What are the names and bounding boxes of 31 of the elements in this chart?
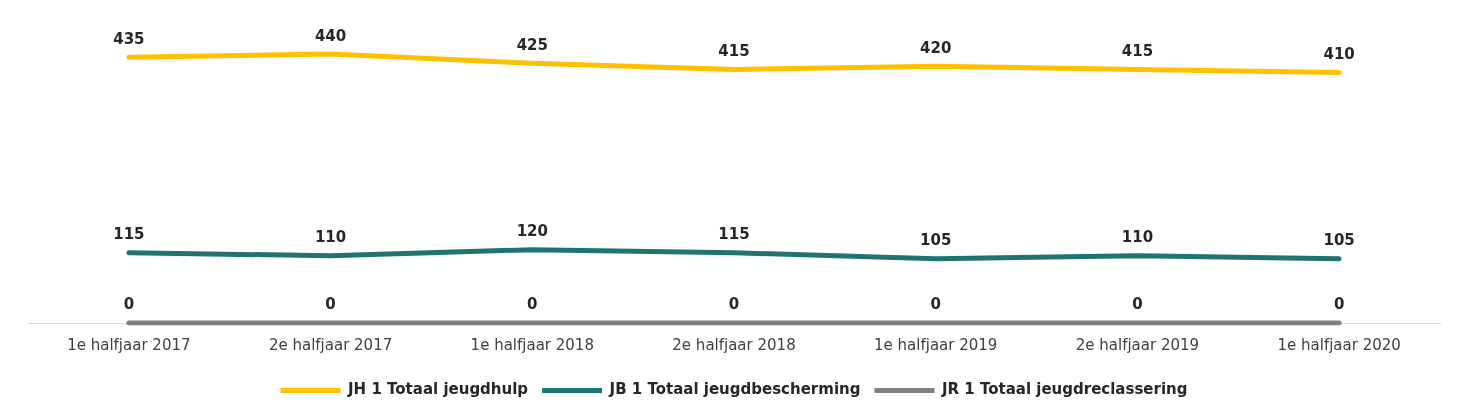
- data-label: 0: [527, 295, 538, 314]
- x-tick-label: 2e halfjaar 2017: [268, 335, 393, 354]
- data-label: 120: [516, 222, 548, 241]
- data-label: 415: [718, 41, 750, 60]
- legend-label: JH 1 Totaal jeugdhulp: [347, 380, 529, 399]
- data-label: 110: [314, 228, 347, 247]
- data-label: 0: [123, 295, 135, 314]
- data-label: 410: [1323, 44, 1355, 63]
- data-label: 115: [113, 225, 145, 244]
- data-label: 0: [930, 295, 941, 314]
- data-label: 425: [516, 35, 548, 54]
- x-tick-label: 2e halfjaar 2019: [1075, 335, 1200, 354]
- data-label: 415: [1121, 41, 1154, 60]
- data-label: 420: [920, 38, 952, 57]
- data-label: 0: [728, 295, 740, 314]
- x-tick-label: 1e halfjaar 2019: [874, 335, 998, 354]
- legend-label: JR 1 Totaal jeugdreclassering: [940, 380, 1188, 399]
- data-label: 105: [920, 231, 952, 250]
- data-label: 115: [718, 225, 750, 244]
- x-tick-label: 1e halfjaar 2017: [67, 335, 191, 354]
- data-label: 440: [314, 26, 347, 45]
- x-tick-label: 1e halfjaar 2020: [1277, 335, 1401, 354]
- data-label: 110: [1121, 228, 1154, 247]
- data-label: 0: [325, 295, 336, 314]
- legend-label: JB 1 Totaal jeugdbescherming: [608, 380, 861, 399]
- x-tick-label: 2e halfjaar 2018: [672, 335, 796, 354]
- x-tick-label: 1e halfjaar 2018: [470, 335, 594, 354]
- data-label: 0: [1333, 295, 1345, 314]
- data-label: 0: [1132, 295, 1143, 314]
- data-label: 435: [113, 29, 145, 48]
- data-label: 105: [1323, 231, 1355, 250]
